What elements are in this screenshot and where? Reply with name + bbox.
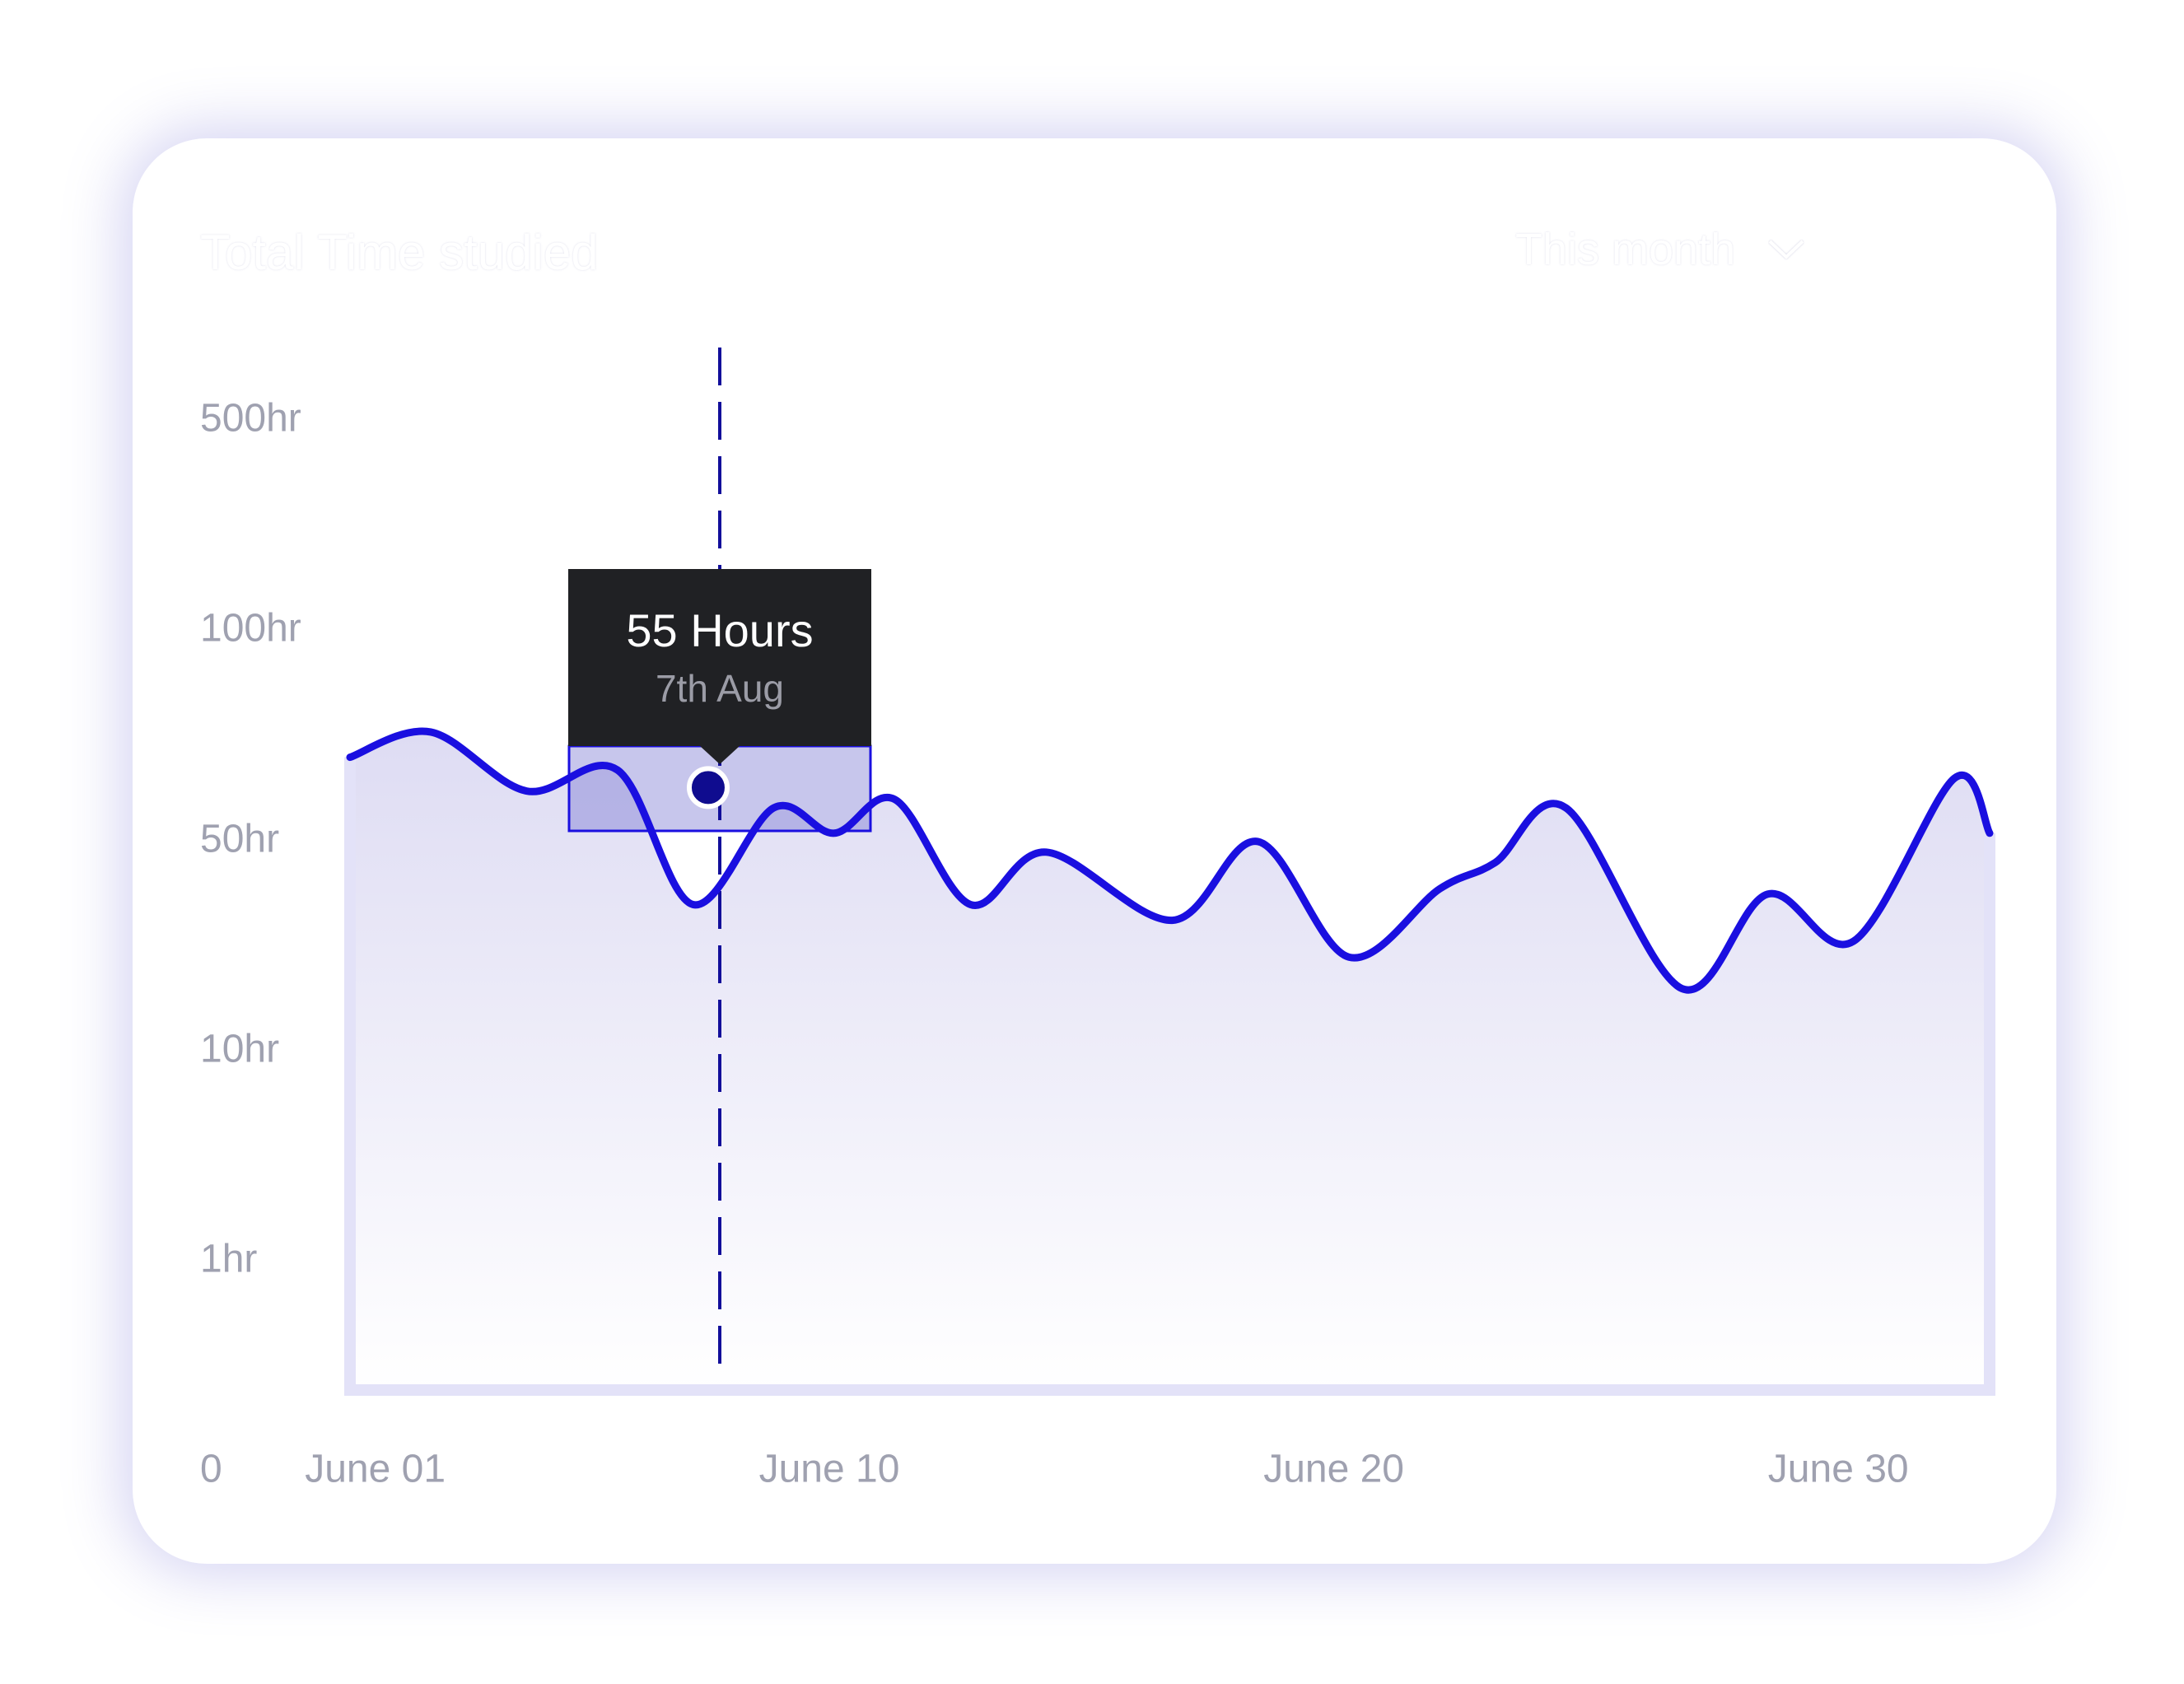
hover-point[interactable] — [686, 766, 730, 809]
y-tick-label: 0 — [200, 1448, 222, 1491]
y-tick-label: 1hr — [200, 1238, 257, 1281]
y-tick-label: 50hr — [200, 818, 279, 861]
tooltip-value: 55 Hours — [626, 604, 814, 657]
y-tick-label: 500hr — [200, 397, 301, 441]
chevron-down-icon — [1768, 239, 1804, 260]
x-tick-label: June 10 — [759, 1448, 900, 1491]
chart-tooltip: 55 Hours 7th Aug — [568, 569, 871, 764]
x-tick-label: June 30 — [1768, 1448, 1909, 1491]
range-dropdown-label: This month — [1515, 225, 1736, 274]
y-tick-label: 100hr — [200, 607, 301, 651]
chart-title: Total Time studied — [200, 225, 599, 280]
area-frame — [344, 757, 1995, 1396]
x-tick-label: June 01 — [305, 1448, 446, 1491]
tooltip-date: 7th Aug — [655, 667, 785, 710]
y-axis: 0 1hr 10hr 50hr 100hr 500hr — [200, 397, 301, 1491]
series-line — [346, 727, 1994, 994]
range-dropdown[interactable]: This month — [1515, 224, 1804, 275]
x-axis: June 01 June 10 June 20 June 30 — [305, 1448, 1908, 1491]
y-tick-label: 10hr — [200, 1028, 279, 1071]
x-tick-label: June 20 — [1263, 1448, 1404, 1491]
area-fill — [350, 730, 1990, 1390]
